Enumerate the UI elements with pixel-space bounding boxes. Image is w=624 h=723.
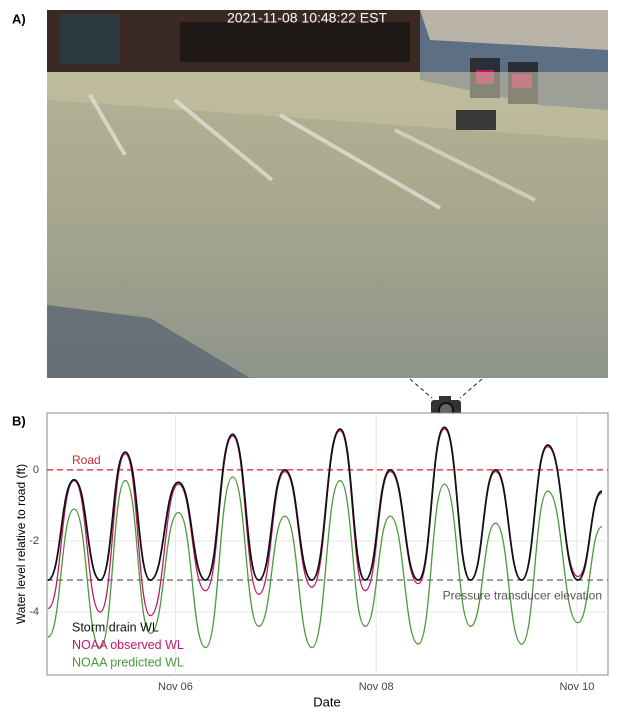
x-tick-label: Nov 08 [359,681,394,693]
series-line [47,476,603,649]
y-axis-label: Water level relative to road (ft) [14,464,28,624]
legend-label: Storm drain WL [72,620,159,634]
y-tick-label: 0 [33,464,39,476]
x-tick-label: Nov 06 [158,681,193,693]
legend-label: NOAA predicted WL [72,655,184,669]
photo: 2021-11-08 10:48:22 EST [47,10,608,378]
x-tick-label: Nov 10 [559,681,594,693]
reference-label: Road [72,453,101,467]
y-tick-label: -2 [29,535,39,547]
plot-marks [47,426,608,649]
x-axis-label: Date [313,694,340,709]
photo-timestamp: 2021-11-08 10:48:22 EST [227,10,388,26]
panel-label: B) [12,413,26,428]
series-line [47,426,603,581]
legend: Storm drain WL NOAA observed WL NOAA predi… [72,620,184,669]
reference-label: Pressure transducer elevation [443,588,602,602]
panel-label: A) [12,11,26,26]
legend-label: NOAA observed WL [72,638,184,652]
y-tick-label: -4 [29,606,39,618]
